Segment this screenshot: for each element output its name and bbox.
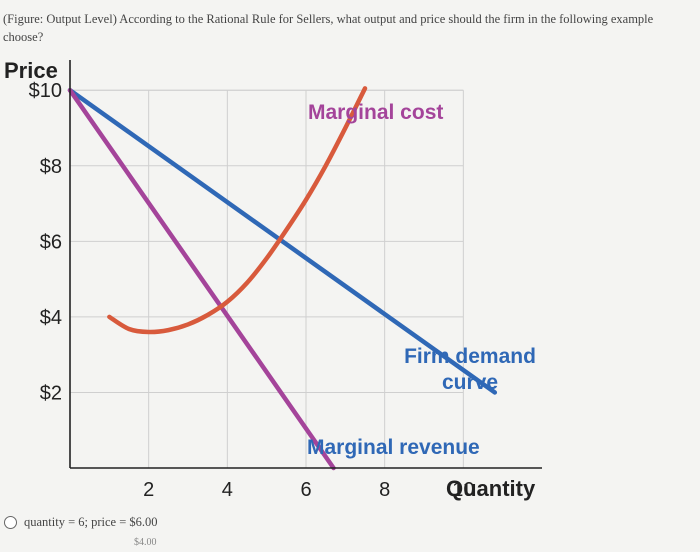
y-tick-label: $6 — [40, 231, 62, 253]
chart-grid — [70, 89, 464, 468]
x-tick-label: 10 — [452, 479, 474, 501]
y-tick-label: $4 — [40, 307, 62, 329]
y-tick-label: $2 — [40, 382, 62, 404]
x-tick-label: 6 — [300, 479, 311, 501]
series-1-line — [67, 87, 336, 471]
radio-button-1[interactable] — [4, 515, 17, 529]
y-tick-label: $8 — [40, 156, 62, 178]
y-tick-label: $10 — [29, 80, 62, 102]
x-tick-label: 4 — [222, 479, 233, 501]
answer-options: quantity = 6; price = $6.00 $4.00 — [4, 512, 158, 552]
series-0-label: Firm demand — [404, 345, 536, 368]
x-axis-title: Quantity — [446, 476, 536, 501]
y-axis-title: Price — [4, 58, 58, 83]
chart-axes: $10 $8 $6 $4 $2 2 4 6 8 10 Price Quantity — [4, 58, 542, 501]
series-1-label: Marginal revenue — [307, 436, 480, 459]
answer-option-1-label: quantity = 6; price = $6.00 — [24, 514, 158, 529]
x-tick-label: 2 — [143, 479, 154, 501]
question-text: (Figure: Output Level) According to the … — [3, 12, 654, 44]
series-2-line — [107, 86, 368, 335]
chart-curves — [67, 86, 498, 471]
series-2-label: Marginal cost — [308, 101, 443, 124]
chart-labels: Firm demand curve Marginal revenue Marginal… — [307, 101, 536, 459]
answer-option-2-label: $4.00 — [134, 536, 157, 548]
series-0-label: curve — [442, 371, 498, 394]
x-tick-label: 8 — [379, 479, 390, 501]
answer-option-1[interactable]: quantity = 6; price = $6.00 — [4, 512, 158, 532]
series-0-line — [67, 87, 498, 395]
answer-option-2[interactable]: $4.00 — [4, 532, 158, 552]
